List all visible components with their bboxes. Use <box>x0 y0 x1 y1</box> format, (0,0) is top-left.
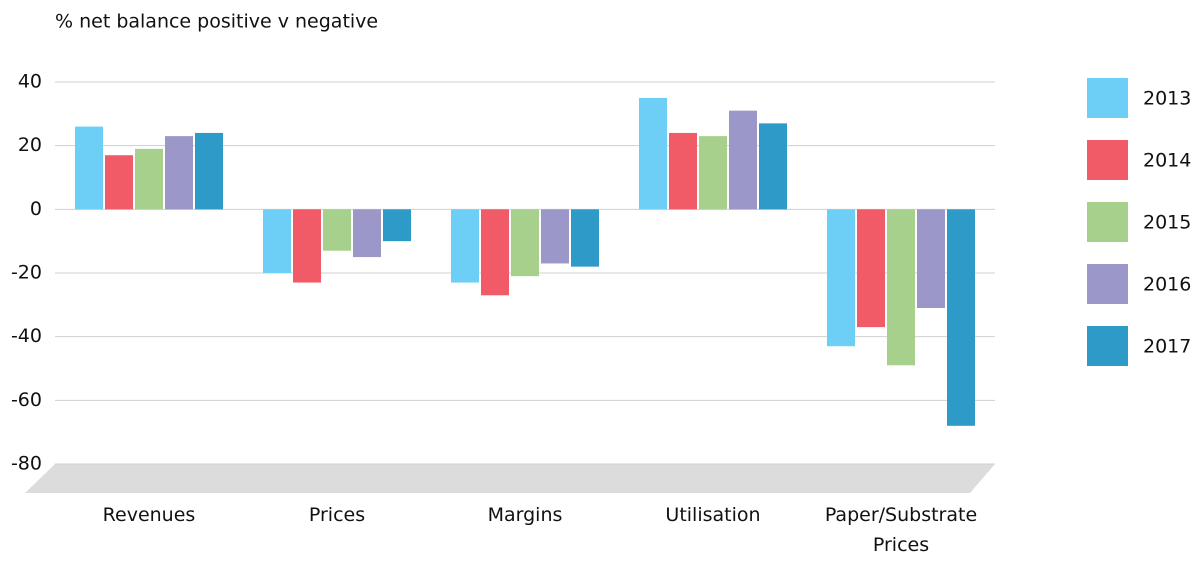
legend-label: 2014 <box>1143 150 1191 172</box>
legend-swatch <box>1087 264 1128 304</box>
y-tick-label: 0 <box>30 198 42 220</box>
bar <box>353 209 381 258</box>
bar <box>511 209 539 277</box>
bar <box>105 155 133 210</box>
x-tick-label: Utilisation <box>665 504 761 526</box>
bar <box>195 132 223 210</box>
y-tick-label: -60 <box>11 389 42 411</box>
x-tick-label: Margins <box>487 504 563 526</box>
y-tick-label: -20 <box>11 262 42 284</box>
x-tick-label: Revenues <box>102 504 196 526</box>
bar <box>639 97 667 210</box>
bar <box>323 209 351 251</box>
bar <box>699 136 727 210</box>
legend-label: 2017 <box>1143 336 1191 358</box>
bar <box>917 209 945 309</box>
floor <box>25 464 995 493</box>
legend-label: 2016 <box>1143 274 1191 296</box>
legend-swatch <box>1087 202 1128 242</box>
chart-title: % net balance positive v negative <box>55 11 378 33</box>
legend-label: 2015 <box>1143 212 1191 234</box>
x-tick-label: Paper/Substrate Prices <box>824 504 978 556</box>
y-tick-label: 20 <box>18 134 42 156</box>
bar <box>669 132 697 210</box>
y-tick-label: -80 <box>11 453 42 475</box>
bar <box>451 209 479 283</box>
bar <box>135 148 163 210</box>
legend-swatch <box>1087 78 1128 118</box>
legend-label: 2013 <box>1143 88 1191 110</box>
bar <box>857 209 885 328</box>
legend-swatch <box>1087 326 1128 366</box>
y-tick-label: -40 <box>11 325 42 347</box>
bar <box>571 209 599 267</box>
bar <box>947 209 975 426</box>
bar <box>263 209 291 273</box>
bar <box>827 209 855 347</box>
bar <box>75 126 103 210</box>
bar <box>759 123 787 210</box>
legend-swatch <box>1087 140 1128 180</box>
y-tick-label: 40 <box>18 71 42 93</box>
bar <box>165 136 193 210</box>
bar <box>481 209 509 296</box>
bar <box>887 209 915 366</box>
bar <box>729 110 757 210</box>
bar <box>383 209 411 242</box>
bar <box>541 209 569 264</box>
bar <box>293 209 321 283</box>
x-tick-label: Prices <box>308 504 366 526</box>
